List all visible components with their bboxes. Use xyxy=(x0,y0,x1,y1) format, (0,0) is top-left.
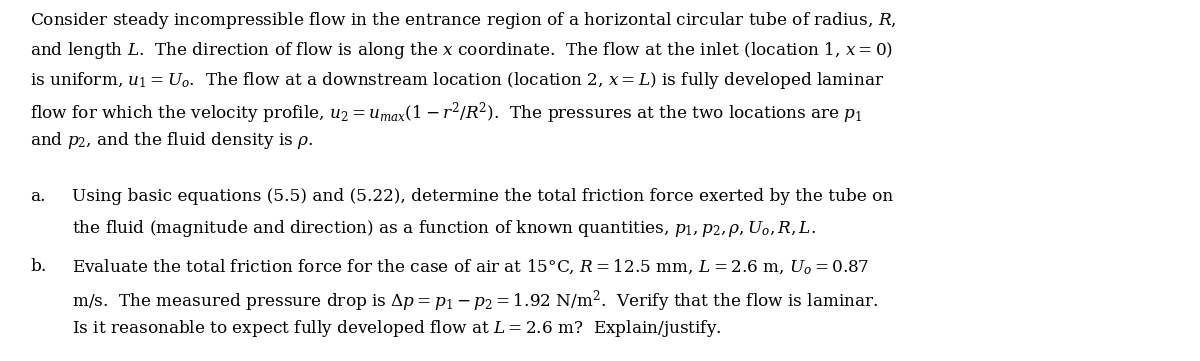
Text: flow for which the velocity profile, $u_2 = u_{max}(1 - r^2/R^2)$.  The pressure: flow for which the velocity profile, $u_… xyxy=(30,100,863,126)
Text: Using basic equations (5.5) and (5.22), determine the total friction force exert: Using basic equations (5.5) and (5.22), … xyxy=(72,188,893,205)
Text: b.: b. xyxy=(30,258,47,275)
Text: is uniform, $u_1 = U_o$.  The flow at a downstream location (location 2, $x = L$: is uniform, $u_1 = U_o$. The flow at a d… xyxy=(30,70,884,91)
Text: the fluid (magnitude and direction) as a function of known quantities, $p_1, p_2: the fluid (magnitude and direction) as a… xyxy=(72,218,816,239)
Text: m/s.  The measured pressure drop is $\Delta p = p_1 - p_2 = 1.92$ N/m$^2$.  Veri: m/s. The measured pressure drop is $\Del… xyxy=(72,288,878,314)
Text: and length $L$.  The direction of flow is along the $x$ coordinate.  The flow at: and length $L$. The direction of flow is… xyxy=(30,40,893,61)
Text: a.: a. xyxy=(30,188,46,205)
Text: Is it reasonable to expect fully developed flow at $L = 2.6$ m?  Explain/justify: Is it reasonable to expect fully develop… xyxy=(72,318,721,339)
Text: and $p_2$, and the fluid density is $\rho$.: and $p_2$, and the fluid density is $\rh… xyxy=(30,130,313,151)
Text: Evaluate the total friction force for the case of air at 15°C, $R = 12.5$ mm, $L: Evaluate the total friction force for th… xyxy=(72,258,869,277)
Text: Consider steady incompressible flow in the entrance region of a horizontal circu: Consider steady incompressible flow in t… xyxy=(30,10,896,31)
